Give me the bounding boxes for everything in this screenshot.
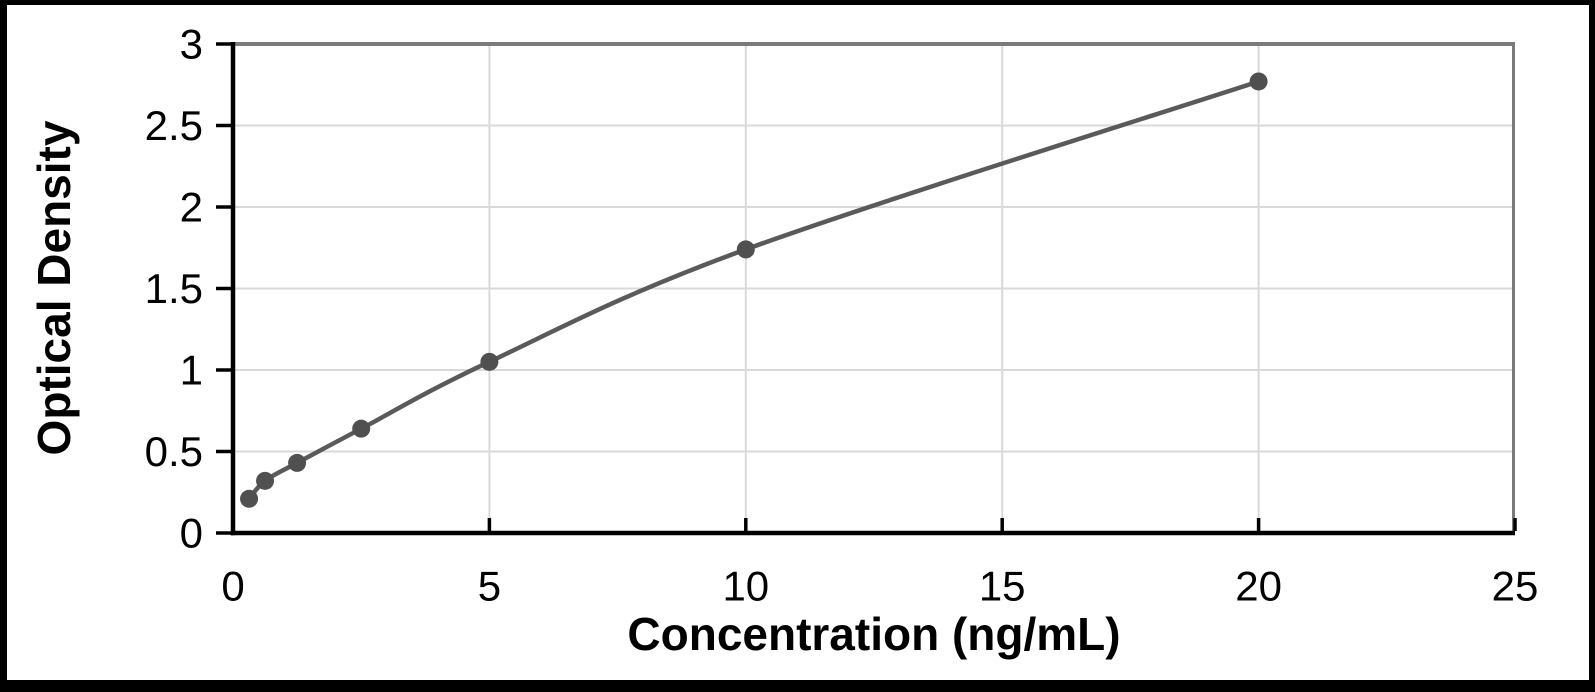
y-tick-label: 1.5	[145, 265, 203, 312]
curve-line	[246, 79, 1261, 502]
y-axis-ticks	[216, 42, 231, 535]
data-point	[736, 240, 755, 259]
y-axis-title: Optical Density	[28, 120, 80, 455]
plot-border-top	[231, 42, 1515, 46]
data-point	[240, 489, 259, 508]
x-tick-label: 25	[1492, 563, 1539, 610]
data-point	[1249, 72, 1268, 91]
x-tick-label: 20	[1235, 563, 1282, 610]
data-point	[480, 352, 499, 371]
y-tick-label: 3	[180, 21, 203, 68]
data-point	[288, 453, 307, 472]
frame-edge	[0, 0, 1595, 5]
x-tick-label: 5	[478, 563, 501, 610]
frame-edge	[0, 680, 1595, 692]
y-tick-label: 2	[180, 184, 203, 231]
frame-edge	[1589, 0, 1595, 692]
y-tick-label: 0	[180, 510, 203, 557]
y-tick-label: 2.5	[145, 102, 203, 149]
y-tick-labels: 0 0.5 1 1.5 2 2.5 3	[145, 21, 203, 557]
frame-edge	[0, 0, 7, 692]
x-axis-ticks	[487, 518, 1517, 531]
y-tick-label: 0.5	[145, 428, 203, 475]
x-tick-labels: 0 5 10 15 20 25	[221, 563, 1538, 610]
x-tick-label: 0	[221, 563, 244, 610]
gridlines	[233, 44, 1515, 533]
x-axis-title: Concentration (ng/mL)	[627, 608, 1120, 660]
y-tick-label: 1	[180, 347, 203, 394]
x-tick-label: 15	[979, 563, 1026, 610]
plot-border-right	[1512, 42, 1515, 533]
data-point	[352, 419, 371, 438]
x-tick-label: 10	[722, 563, 769, 610]
data-points	[240, 72, 1268, 508]
data-point	[256, 471, 275, 490]
